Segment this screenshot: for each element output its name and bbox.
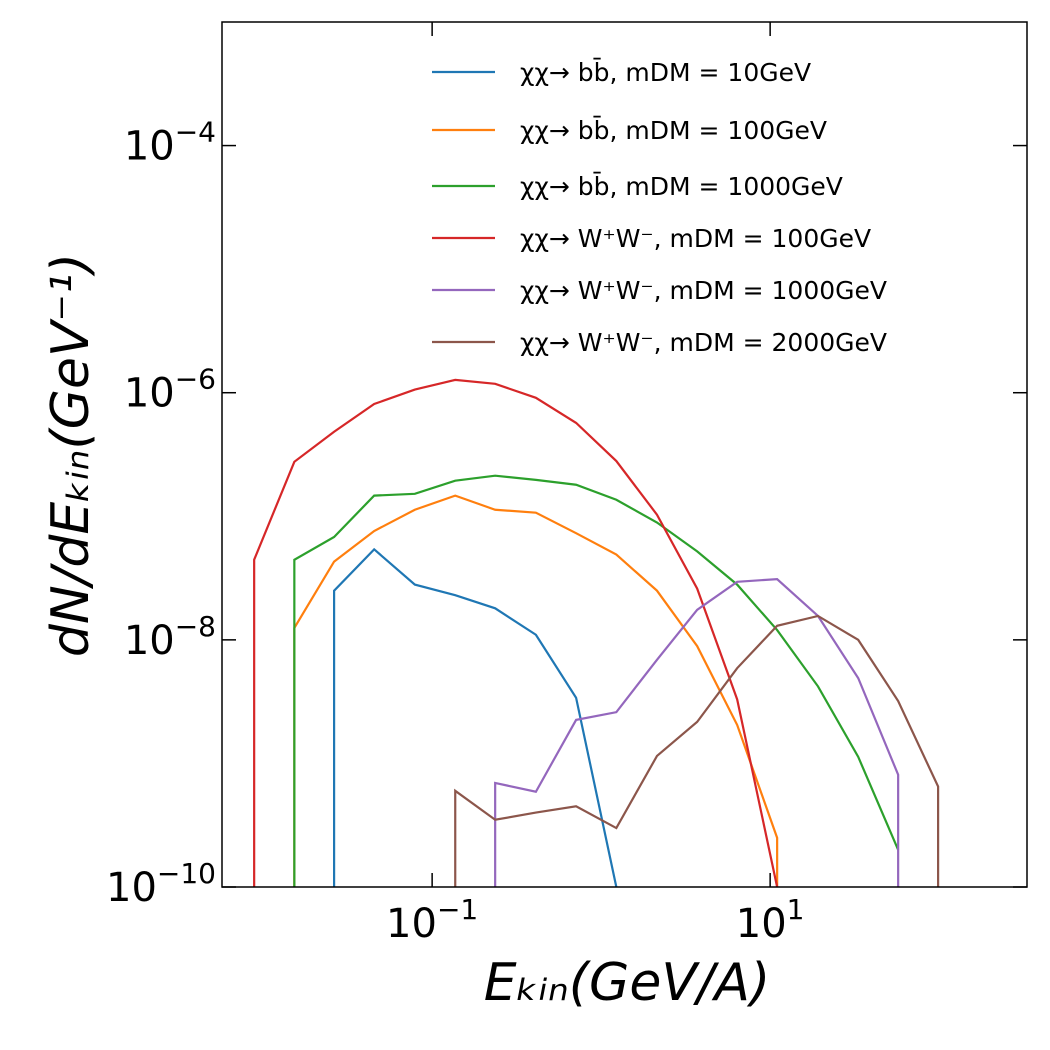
legend-label: χχ→ bb̄, mDM = 100GeV [520, 115, 827, 145]
series-line [333, 547, 618, 887]
x-tick-label-exponent: 1 [787, 893, 805, 926]
y-tick-label: 10−6 [124, 363, 216, 417]
series-line [293, 494, 779, 887]
legend-label: χχ→ W⁺W⁻, mDM = 100GeV [520, 224, 871, 253]
x-tick-label: 10−1 [386, 893, 478, 947]
plot-frame [221, 21, 1028, 888]
series-line [494, 578, 900, 887]
plot-lines [253, 378, 940, 887]
y-tick-label-exponent: −8 [175, 610, 216, 643]
x-tick-label-base: 10 [386, 901, 437, 947]
x-tick-label: 101 [736, 893, 805, 947]
y-tick-label-exponent: −10 [157, 857, 216, 890]
y-axis-label: dN/dEₖᵢₙ(GeV⁻¹) [41, 253, 101, 657]
y-tick-label: 10−8 [124, 610, 216, 664]
y-tick-label: 10−4 [124, 116, 216, 170]
x-tick-label-exponent: −1 [437, 893, 478, 926]
y-tick-label-base: 10 [124, 371, 175, 417]
legend-label: χχ→ W⁺W⁻, mDM = 1000GeV [520, 276, 887, 305]
series-line [454, 614, 940, 887]
y-tick-label-base: 10 [106, 865, 157, 911]
x-tick-label-base: 10 [736, 901, 787, 947]
legend-label: χχ→ bb̄, mDM = 1000GeV [520, 171, 843, 201]
series-line [253, 378, 779, 887]
y-tick-label-exponent: −4 [175, 116, 216, 149]
legend-label: χχ→ bb̄, mDM = 10GeV [520, 57, 811, 87]
y-tick-label-base: 10 [124, 124, 175, 170]
y-tick-label: 10−10 [106, 857, 216, 911]
series-line [293, 474, 900, 887]
y-tick-label-exponent: −6 [175, 363, 216, 396]
x-axis-label: Eₖᵢₙ(GeV/A) [484, 953, 771, 1013]
legend-label: χχ→ W⁺W⁻, mDM = 2000GeV [520, 328, 887, 357]
y-tick-label-base: 10 [124, 618, 175, 664]
